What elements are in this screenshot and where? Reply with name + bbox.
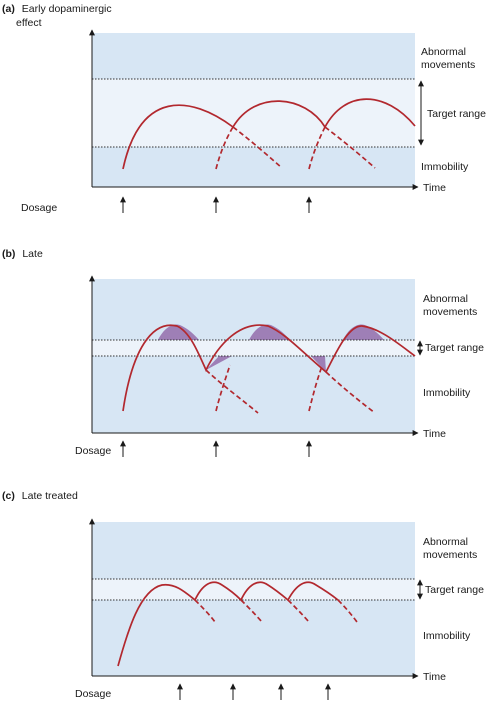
panel-a-dashed-rise-1 [215,126,234,170]
panel-b-solid-curve [122,324,416,412]
panel-b-abnormal-label-2: movements [423,306,477,318]
panel-b-title: Late [22,248,43,260]
panel-b: (b) Late Abnormal movements Target range… [2,248,484,457]
panel-c-dosage-label: Dosage [75,688,111,700]
svg-text:(b) Late: (b) Late [2,248,43,260]
panel-a: (a) Early dopaminergic effect Abnormal m… [2,3,486,214]
panel-a-target-zone [92,79,415,147]
panel-c-dashed-decay-3 [287,599,310,623]
svg-text:(a) Early dopaminergic: (a) Early dopaminergic [2,3,112,15]
panel-c-target-label: Target range [425,584,484,596]
panel-c-solid-curve [117,581,339,667]
panel-b-dashed-rise-2 [308,365,323,412]
panel-b-dashed-decay-2 [325,371,376,414]
panel-c-time-label: Time [423,671,446,683]
panel-b-time-label: Time [423,428,446,440]
panel-a-letter: (a) [2,3,15,15]
panel-b-abnormal-label-1: Abnormal [423,293,468,305]
panel-c-abnormal-label-2: movements [423,549,477,561]
panel-c-dashed-decay-1 [194,599,216,623]
panel-b-dashed-rise-1 [215,364,231,412]
panel-a-title-line2: effect [16,17,42,29]
svg-text:(c) Late treated: (c) Late treated [2,490,78,502]
panel-a-dosage-label: Dosage [21,202,57,214]
panel-a-immobility-label: Immobility [421,161,469,173]
panel-b-immobility-label: Immobility [423,387,471,399]
panel-b-target-label: Target range [425,342,484,354]
panel-c-target-zone [92,579,415,600]
panel-c-title: Late treated [22,490,78,502]
panel-a-solid-curve [122,98,416,170]
panel-c-immobility-label: Immobility [423,630,471,642]
panel-a-dashed-decay-1 [232,126,283,169]
panel-a-target-label: Target range [427,108,486,120]
panel-c: (c) Late treated Abnormal movements Targ… [2,490,484,700]
panel-a-time-label: Time [423,182,446,194]
panel-c-abnormal-label-1: Abnormal [423,536,468,548]
panel-a-abnormal-label-2: movements [421,59,475,71]
panel-b-dashed-decay-1 [205,369,259,414]
panel-a-dashed-decay-2 [324,126,376,169]
panel-b-dosage-label: Dosage [75,445,111,457]
panel-a-dashed-rise-2 [308,126,326,170]
panel-c-dashed-decay-4 [337,599,358,623]
panel-b-trough-overlap-1 [206,356,232,370]
panel-b-peak-overlap-2 [249,324,290,340]
panel-c-letter: (c) [2,490,15,502]
panel-b-target-zone [92,340,415,356]
panel-a-title: Early dopaminergic [22,3,112,15]
panel-a-abnormal-label-1: Abnormal [421,46,466,58]
panel-b-letter: (b) [2,248,15,260]
panel-c-dashed-decay-2 [240,599,263,623]
